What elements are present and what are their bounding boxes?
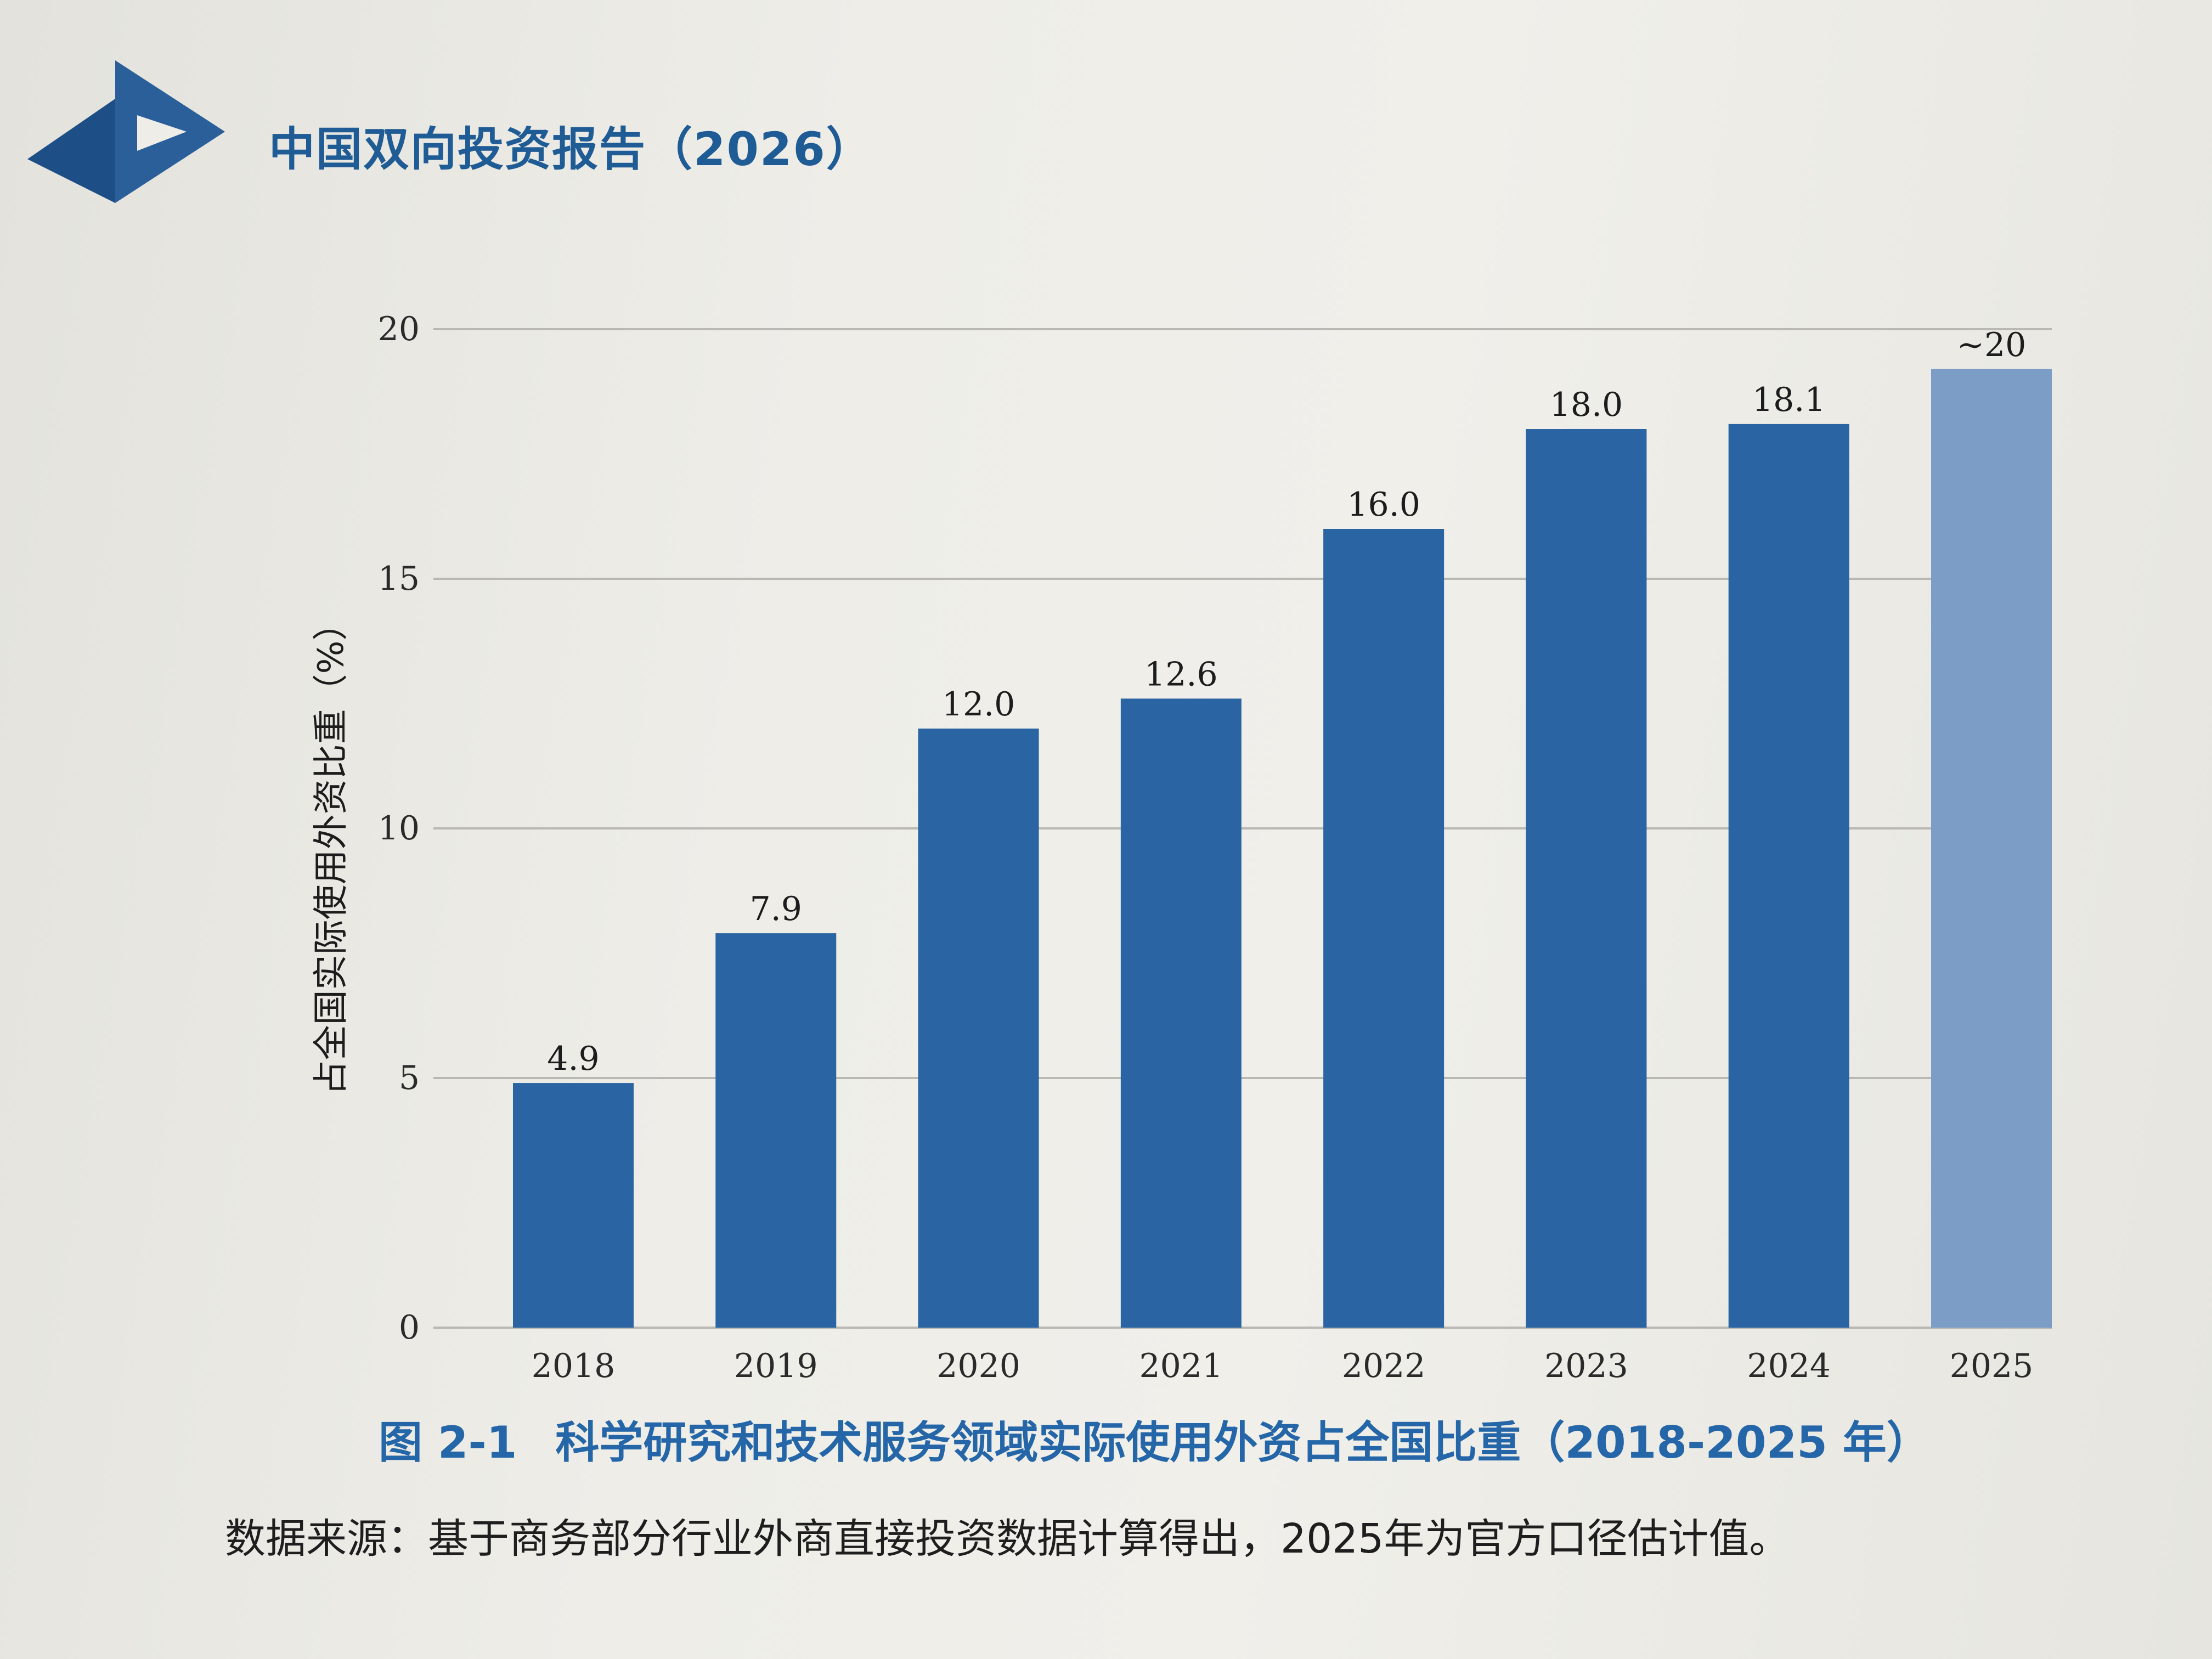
x-tick-label-2018: 2018 xyxy=(532,1347,616,1385)
y-tick-label: 10 xyxy=(378,809,420,848)
x-tick-label-2019: 2019 xyxy=(734,1347,818,1385)
data-label-2022: 16.0 xyxy=(1347,486,1420,524)
bar-2024 xyxy=(1728,424,1849,1328)
y-tick-label: 5 xyxy=(399,1059,420,1097)
bars xyxy=(513,369,2052,1328)
data-label-2020: 12.0 xyxy=(942,685,1015,724)
figure-number: 图 2-1 xyxy=(379,1417,517,1468)
y-axis-ticks: 0 5 10 15 20 xyxy=(378,310,420,1347)
y-axis-label: 占全国实际使用外资比重（%） xyxy=(311,605,352,1096)
bar-2020 xyxy=(918,729,1039,1328)
report-header-title: 中国双向投资报告（2026） xyxy=(269,122,873,176)
x-tick-label-2023: 2023 xyxy=(1544,1347,1628,1385)
y-tick-label: 15 xyxy=(378,560,420,598)
data-labels: 4.9 7.9 12.0 12.6 16.0 18.0 18.1 ~20 xyxy=(547,326,2026,1078)
bar-2025 xyxy=(1931,369,2052,1328)
x-axis-ticks: 2018 2019 2020 2021 2022 2023 2024 2025 xyxy=(532,1347,2034,1385)
data-label-2021: 12.6 xyxy=(1144,655,1218,693)
x-tick-label-2022: 2022 xyxy=(1342,1347,1426,1385)
data-label-2018: 4.9 xyxy=(547,1040,599,1078)
x-tick-label-2020: 2020 xyxy=(936,1347,1020,1385)
bar-2021 xyxy=(1120,698,1242,1328)
bar-2019 xyxy=(715,933,837,1328)
figure-title: 科学研究和技术服务领域实际使用外资占全国比重（2018-2025 年） xyxy=(555,1417,1931,1468)
report-logo-icon xyxy=(27,60,225,203)
bar-2018 xyxy=(513,1083,634,1328)
data-label-2019: 7.9 xyxy=(750,890,802,928)
source-note: 数据来源：基于商务部分行业外商直接投资数据计算得出，2025年为官方口径估计值。 xyxy=(225,1515,1790,1562)
data-label-2023: 18.0 xyxy=(1550,386,1623,424)
bar-chart: 0 5 10 15 20 4.9 7.9 12.0 12.6 16.0 18.0 18.1 ~20 2… xyxy=(378,310,2052,1385)
x-tick-label-2025: 2025 xyxy=(1950,1347,2034,1385)
bar-2022 xyxy=(1323,529,1444,1328)
bar-2023 xyxy=(1526,429,1647,1328)
figure-caption: 图 2-1 科学研究和技术服务领域实际使用外资占全国比重（2018-2025 年） xyxy=(379,1407,1931,1471)
y-tick-label: 20 xyxy=(378,310,420,348)
x-tick-label-2024: 2024 xyxy=(1747,1347,1831,1385)
data-label-2024: 18.1 xyxy=(1752,381,1826,419)
data-label-2025: ~20 xyxy=(1957,326,2027,364)
x-tick-label-2021: 2021 xyxy=(1139,1347,1223,1385)
y-tick-label: 0 xyxy=(399,1308,420,1347)
